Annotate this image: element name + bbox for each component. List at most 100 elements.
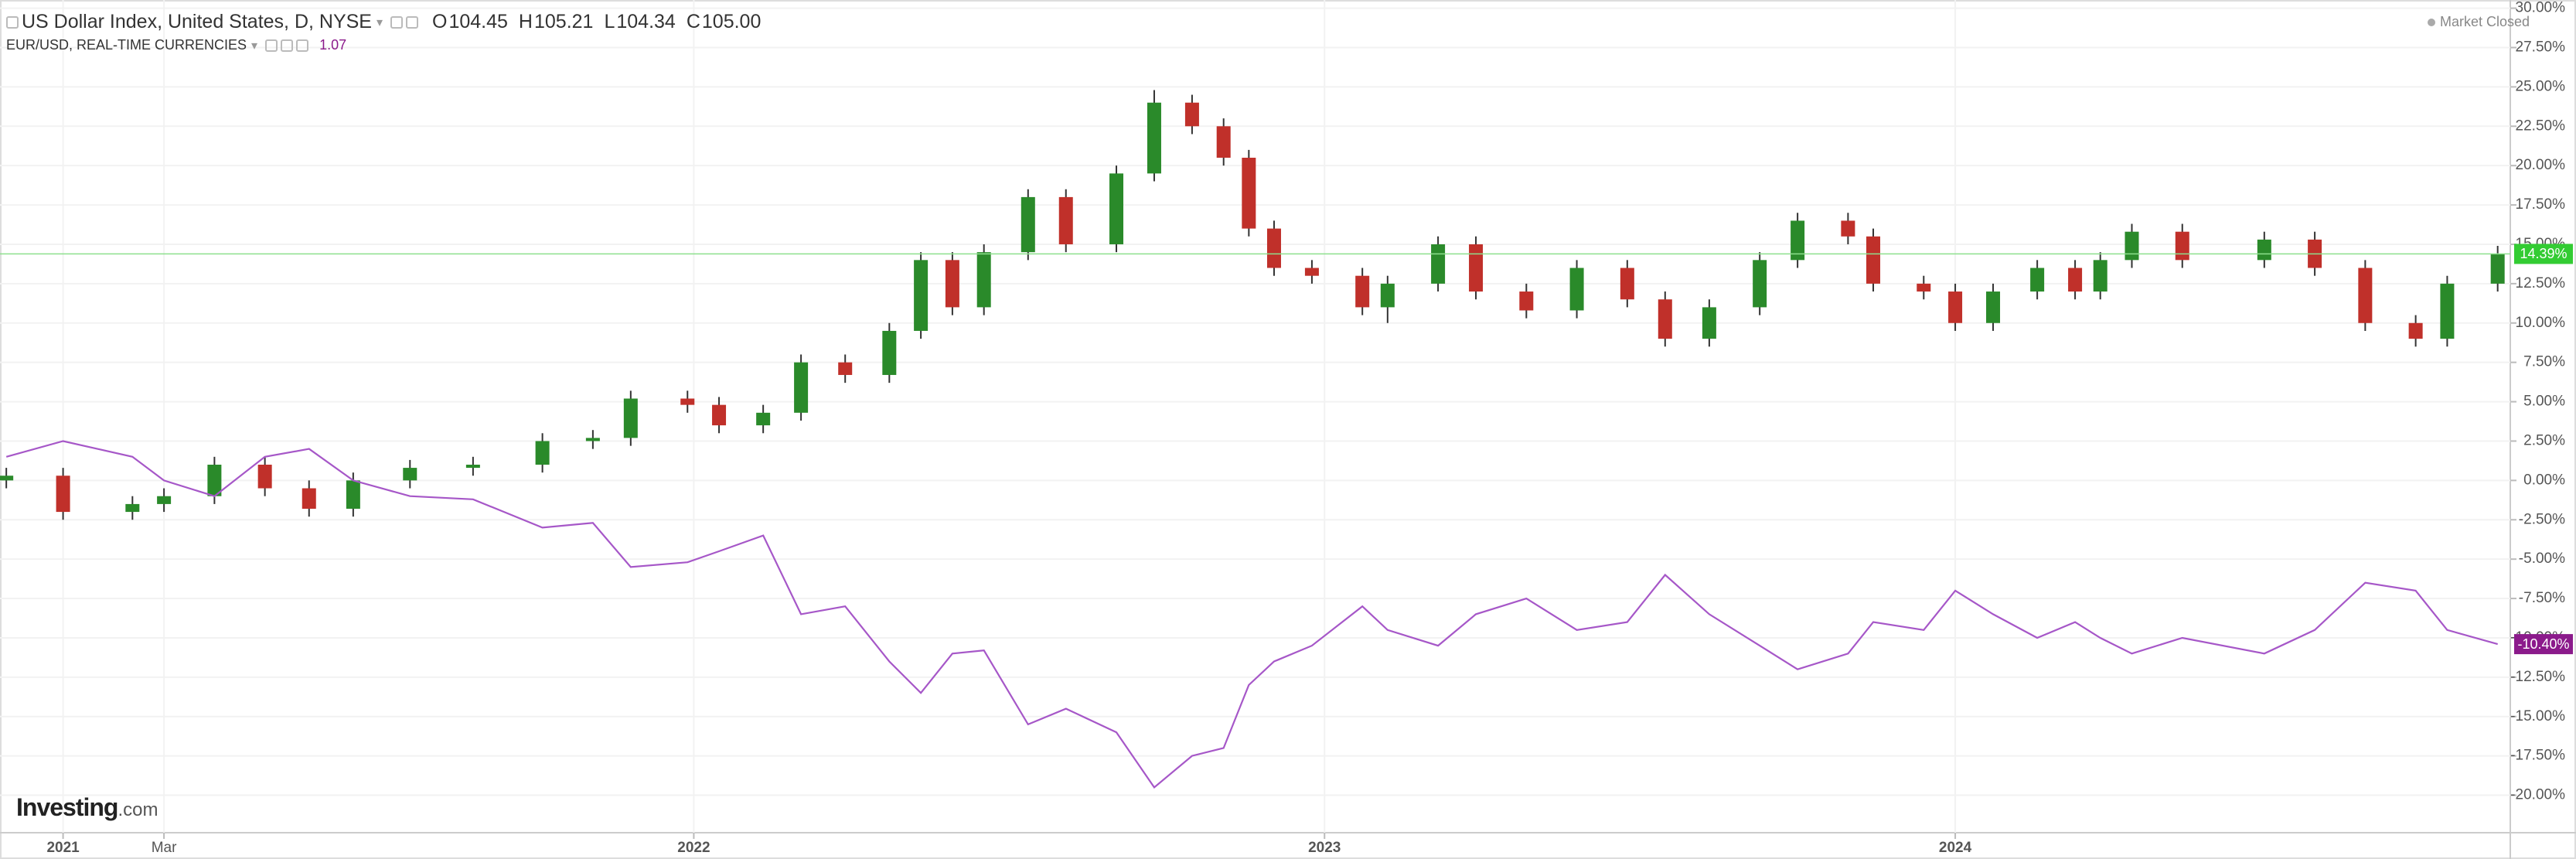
y-tick-label: -7.50% [2519,590,2565,606]
compare-legend: EUR/USD, REAL-TIME CURRENCIES ▾ 1.07 [6,37,346,53]
candle-body [945,260,959,308]
candle-series [0,90,2505,520]
candle-body [976,252,991,308]
status-text: Market Closed [2439,14,2530,29]
candle-body [1184,102,1199,127]
candle-body [56,476,70,513]
candle-body [2068,268,2083,292]
icon[interactable] [281,39,294,52]
y-tick-label: -20.00% [2510,787,2565,803]
quote-value: 104.34 [616,11,676,32]
candle-body [1620,268,1634,300]
y-tick-label: 25.00% [2516,78,2566,94]
quote: C105.00 [687,11,762,33]
candle-body [1841,220,1855,237]
candle-body [756,412,771,426]
y-tick-label: 22.50% [2516,118,2566,134]
quote-label: C [686,11,700,32]
candle-body [2490,254,2505,284]
quote-value: 105.00 [701,11,762,32]
candle-body [1355,275,1370,308]
candle-body [794,362,809,413]
y-tick-label: -15.00% [2510,708,2565,724]
market-status: Market Closed [2427,14,2530,30]
candle-body [1866,236,1881,284]
quote-value: 104.45 [448,11,508,32]
candle-body [125,503,140,513]
candle-body [403,468,417,481]
candle-body [1986,291,2001,323]
quote: O104.45 [432,11,508,33]
candle-body [882,330,897,375]
candle-body [302,488,316,510]
candle-body [346,480,360,510]
dropdown[interactable]: ▾ [376,15,383,29]
quote: H105.21 [519,11,594,33]
icon[interactable] [6,15,19,29]
candle-body [0,476,14,481]
candle-body [535,441,550,465]
candle-body [712,404,727,426]
quote: L104.34 [604,11,675,33]
candle-body [1021,196,1035,253]
candle-body [1702,307,1716,339]
y-tick-label: -17.50% [2510,748,2565,764]
icon[interactable] [296,39,309,52]
series-name: EUR/USD, REAL-TIME CURRENCIES [6,37,247,53]
candle-body [1519,291,1534,311]
candle-body [465,465,480,469]
candle-body [207,465,222,496]
x-tick-label: 2021 [46,840,80,856]
line-series [5,440,2498,789]
compare-quote: 1.07 [319,37,347,53]
candle-body [2440,283,2455,339]
x-tick-label: 2022 [677,840,710,856]
y-tick-label: 7.50% [2523,354,2565,370]
candle-body [1147,102,1161,174]
series-name: US Dollar Index, United States, D, NYSE [22,11,372,32]
x-tick-label: 2023 [1308,840,1341,856]
candle-body [1058,196,1073,244]
last-value-badge [2514,244,2573,264]
candle-body [2030,268,2045,292]
candle-body [2125,231,2139,261]
candle-body [2408,322,2423,339]
candle-body [1658,299,1672,339]
quote-value: 105.21 [533,11,594,32]
y-tick-label: 17.50% [2516,196,2566,213]
candle-body [1304,268,1319,276]
y-tick-label: 5.00% [2523,394,2565,410]
candle-body [1791,220,1805,261]
dropdown[interactable]: ▾ [251,39,258,53]
candle-body [585,438,600,441]
y-tick-label: -12.50% [2510,669,2565,685]
y-tick-label: -2.50% [2519,511,2565,527]
y-tick-label: 10.00% [2516,315,2566,331]
candle-body [2093,260,2107,292]
candle-body [2257,239,2271,261]
candle-body [2358,268,2373,323]
y-tick-label: 0.00% [2523,472,2565,488]
y-tick-label: 2.50% [2523,432,2565,448]
icon[interactable] [265,39,278,52]
candle-body [2175,231,2189,261]
candle-body [1753,260,1767,308]
candle-body [1469,244,1484,292]
y-tick-label: 30.00% [2516,0,2566,16]
candle-body [1242,157,1256,229]
quote-label: L [604,11,615,32]
candle-body [1948,291,1963,323]
candle-body [680,398,695,405]
candle-body [1917,283,1931,292]
logo-brand: Investing [16,793,118,821]
candle-body [157,496,172,504]
icon[interactable] [406,15,418,29]
icon[interactable] [390,15,403,29]
candle-body [257,465,272,489]
x-tick-label: 2024 [1939,840,1972,856]
candle-body [838,362,853,375]
quote-label: O [432,11,448,32]
x-tick-label: Mar [152,840,177,856]
main-legend: US Dollar Index, United States, D, NYSE … [6,11,761,33]
